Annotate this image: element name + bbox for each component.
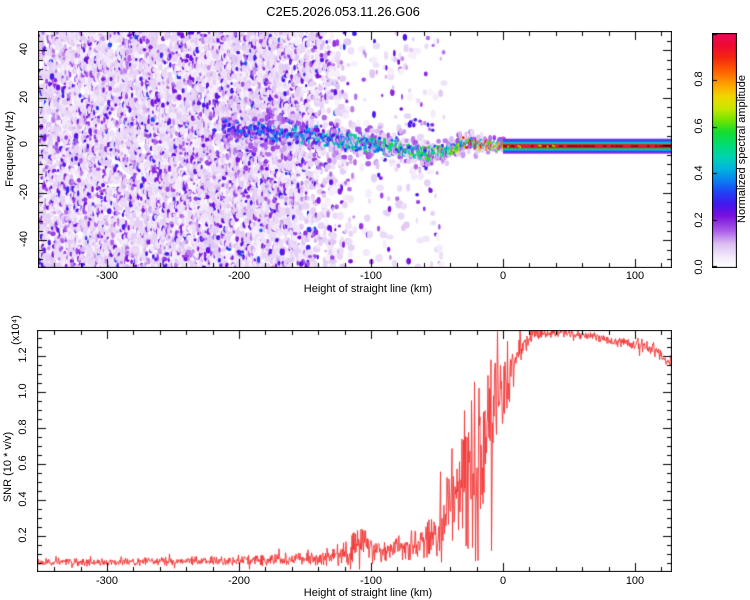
bottom-x-tick-label: -300 <box>95 575 119 587</box>
colorbar-tick-label: 0.2 <box>693 212 705 228</box>
top-x-tick-label: -300 <box>95 270 119 282</box>
bottom-x-axis-label: Height of straight line (km) <box>303 587 433 599</box>
top-x-tick-label: -100 <box>359 270 383 282</box>
bottom-y-tick-label: 0.8 <box>17 419 29 435</box>
top-y-tick-label: 40 <box>18 42 30 56</box>
top-x-tick-label: -200 <box>227 270 251 282</box>
bottom-y-tick-label: 0.4 <box>17 491 29 507</box>
top-y-tick-label: -20 <box>18 183 30 200</box>
bottom-x-tick-label: -200 <box>227 575 251 587</box>
top-x-axis-label: Height of straight line (km) <box>303 283 433 295</box>
spectrogram-canvas <box>38 31 672 268</box>
bottom-x-tick-label: 100 <box>625 575 645 587</box>
colorbar-canvas <box>712 33 737 268</box>
bottom-y-tick-label: 0.2 <box>17 527 29 543</box>
plot-title: C2E5.2026.053.11.26.G06 <box>266 4 420 19</box>
colorbar-tick-label: 0.4 <box>693 165 705 181</box>
top-x-tick-label: 100 <box>625 270 645 282</box>
top-y-tick-label: -40 <box>18 231 30 247</box>
bottom-x-tick-label: 0 <box>499 575 507 587</box>
snr-canvas <box>37 330 672 572</box>
top-x-tick-label: 0 <box>499 270 507 282</box>
bottom-x-tick-label: -100 <box>359 575 383 587</box>
bottom-y-axis-label: SNR (10 * v/v) <box>2 431 14 503</box>
bottom-y-tick-label: 1.0 <box>17 383 29 399</box>
bottom-y-tick-label: 1.2 <box>17 347 29 363</box>
colorbar-tick-label: 0.0 <box>693 259 705 275</box>
top-y-axis-label: Frequency (Hz) <box>4 111 16 187</box>
colorbar-label: Normalized spectral amplitude <box>736 75 748 223</box>
bottom-y-tick-label: 0.6 <box>17 455 29 471</box>
colorbar-tick-label: 0.8 <box>693 71 705 87</box>
top-y-tick-label: 0 <box>18 140 30 148</box>
top-y-tick-label: 20 <box>18 90 30 103</box>
colorbar-tick-label: 0.6 <box>693 118 705 134</box>
